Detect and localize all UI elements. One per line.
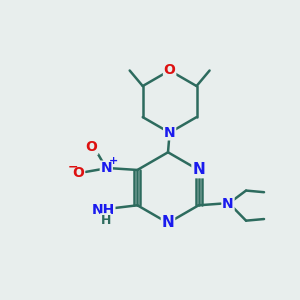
Text: −: − (68, 161, 78, 174)
Text: N: N (192, 163, 205, 178)
Text: N: N (100, 161, 112, 175)
Text: O: O (73, 166, 84, 180)
Text: +: + (109, 156, 118, 166)
Text: N: N (162, 215, 174, 230)
Text: N: N (164, 126, 176, 140)
Text: H: H (100, 214, 111, 226)
Text: O: O (164, 64, 176, 77)
Text: NH: NH (92, 203, 115, 217)
Text: N: N (222, 197, 234, 211)
Text: O: O (86, 140, 98, 154)
